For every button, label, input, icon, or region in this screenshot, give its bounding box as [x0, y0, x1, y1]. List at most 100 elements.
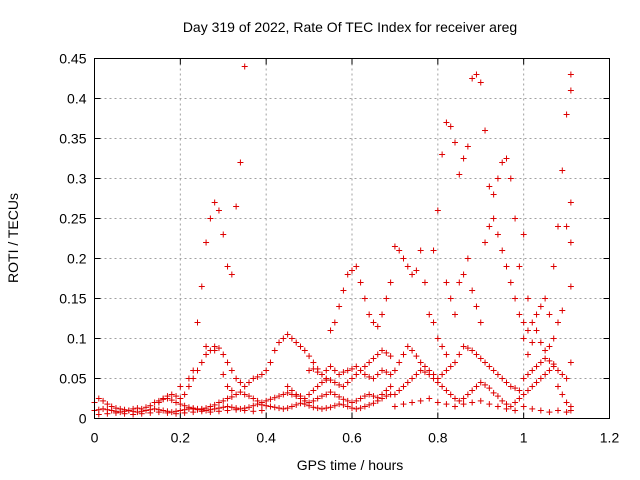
data-point	[336, 303, 343, 310]
y-tick-label: 0.15	[59, 291, 86, 307]
data-point	[529, 367, 536, 374]
data-point	[181, 409, 188, 416]
data-point	[503, 155, 510, 162]
x-tick-label: 0.2	[171, 430, 191, 446]
data-point	[344, 397, 351, 404]
gridlines	[94, 58, 610, 419]
data-point	[220, 397, 227, 404]
data-point	[155, 409, 162, 416]
data-point	[439, 371, 446, 378]
data-point	[138, 410, 145, 417]
data-point	[306, 367, 313, 374]
data-point	[271, 394, 278, 401]
data-point	[224, 383, 231, 390]
data-point	[443, 367, 450, 374]
data-point	[357, 395, 364, 402]
data-point	[314, 405, 321, 412]
data-point	[520, 319, 527, 326]
data-point	[486, 401, 493, 408]
data-point	[507, 383, 514, 390]
data-point	[344, 403, 351, 410]
data-point	[370, 393, 377, 400]
data-point	[349, 399, 355, 406]
data-point	[550, 263, 557, 270]
data-point	[512, 385, 519, 392]
data-point	[516, 387, 523, 394]
data-point	[383, 369, 390, 376]
data-point	[383, 393, 390, 400]
data-point	[494, 403, 501, 410]
data-point	[340, 383, 347, 390]
y-tick-label: 0	[79, 411, 87, 427]
data-point	[409, 271, 416, 278]
data-point	[456, 279, 463, 286]
data-point	[237, 159, 244, 166]
data-point	[203, 239, 210, 246]
data-point	[520, 375, 527, 382]
data-point	[349, 365, 355, 372]
data-point	[112, 409, 119, 416]
data-point	[379, 367, 386, 374]
data-point	[198, 408, 205, 415]
data-point	[426, 311, 433, 318]
data-point	[361, 363, 368, 370]
data-point	[421, 369, 428, 376]
data-point	[567, 283, 574, 290]
y-tick-label: 0.45	[59, 51, 86, 67]
data-point	[366, 311, 373, 318]
data-point	[434, 399, 441, 406]
x-tick-label: 0.6	[342, 430, 362, 446]
data-point	[267, 396, 274, 403]
data-point	[344, 271, 351, 278]
data-point	[550, 335, 557, 342]
data-point	[452, 403, 458, 410]
data-point	[284, 389, 291, 396]
data-point	[529, 339, 536, 346]
data-point	[301, 395, 308, 402]
data-point	[452, 359, 458, 366]
data-point	[482, 381, 489, 388]
data-point	[434, 207, 441, 214]
plot-frame	[94, 58, 610, 419]
data-point	[434, 335, 441, 342]
data-point	[318, 405, 325, 412]
data-point	[271, 347, 278, 354]
data-point	[353, 371, 360, 378]
data-point	[185, 405, 192, 412]
data-point	[374, 323, 381, 330]
data-point	[452, 139, 458, 146]
data-point	[314, 395, 321, 402]
data-point	[258, 371, 265, 378]
y-tick-label: 0.35	[59, 131, 86, 147]
data-point	[469, 287, 476, 294]
data-point	[396, 247, 403, 254]
data-point	[520, 231, 527, 238]
data-point	[263, 402, 270, 409]
data-point	[228, 271, 235, 278]
data-point	[421, 363, 428, 370]
data-point	[310, 359, 317, 366]
data-point	[284, 383, 291, 390]
data-point	[323, 405, 330, 412]
data-point	[417, 247, 424, 254]
data-point	[366, 373, 373, 380]
data-point	[400, 401, 407, 408]
data-point	[185, 383, 192, 390]
data-point	[336, 401, 343, 408]
data-point	[413, 371, 420, 378]
data-point	[567, 359, 574, 366]
data-point	[203, 351, 210, 358]
data-point	[220, 351, 227, 358]
axis-ticks: 0 0.2 0.4 0.6 0.8 1 1.2 0 0.05 0.1 0.15 0.2 0.25 0.3 0…	[59, 51, 619, 446]
data-point	[297, 393, 304, 400]
data-point	[177, 383, 184, 390]
data-point	[190, 409, 197, 416]
data-point	[228, 387, 235, 394]
data-point	[203, 407, 210, 414]
data-point	[361, 371, 368, 378]
data-point	[366, 401, 373, 408]
data-point	[250, 375, 257, 382]
data-point	[370, 400, 377, 407]
data-point	[250, 402, 257, 409]
data-point	[499, 159, 506, 166]
